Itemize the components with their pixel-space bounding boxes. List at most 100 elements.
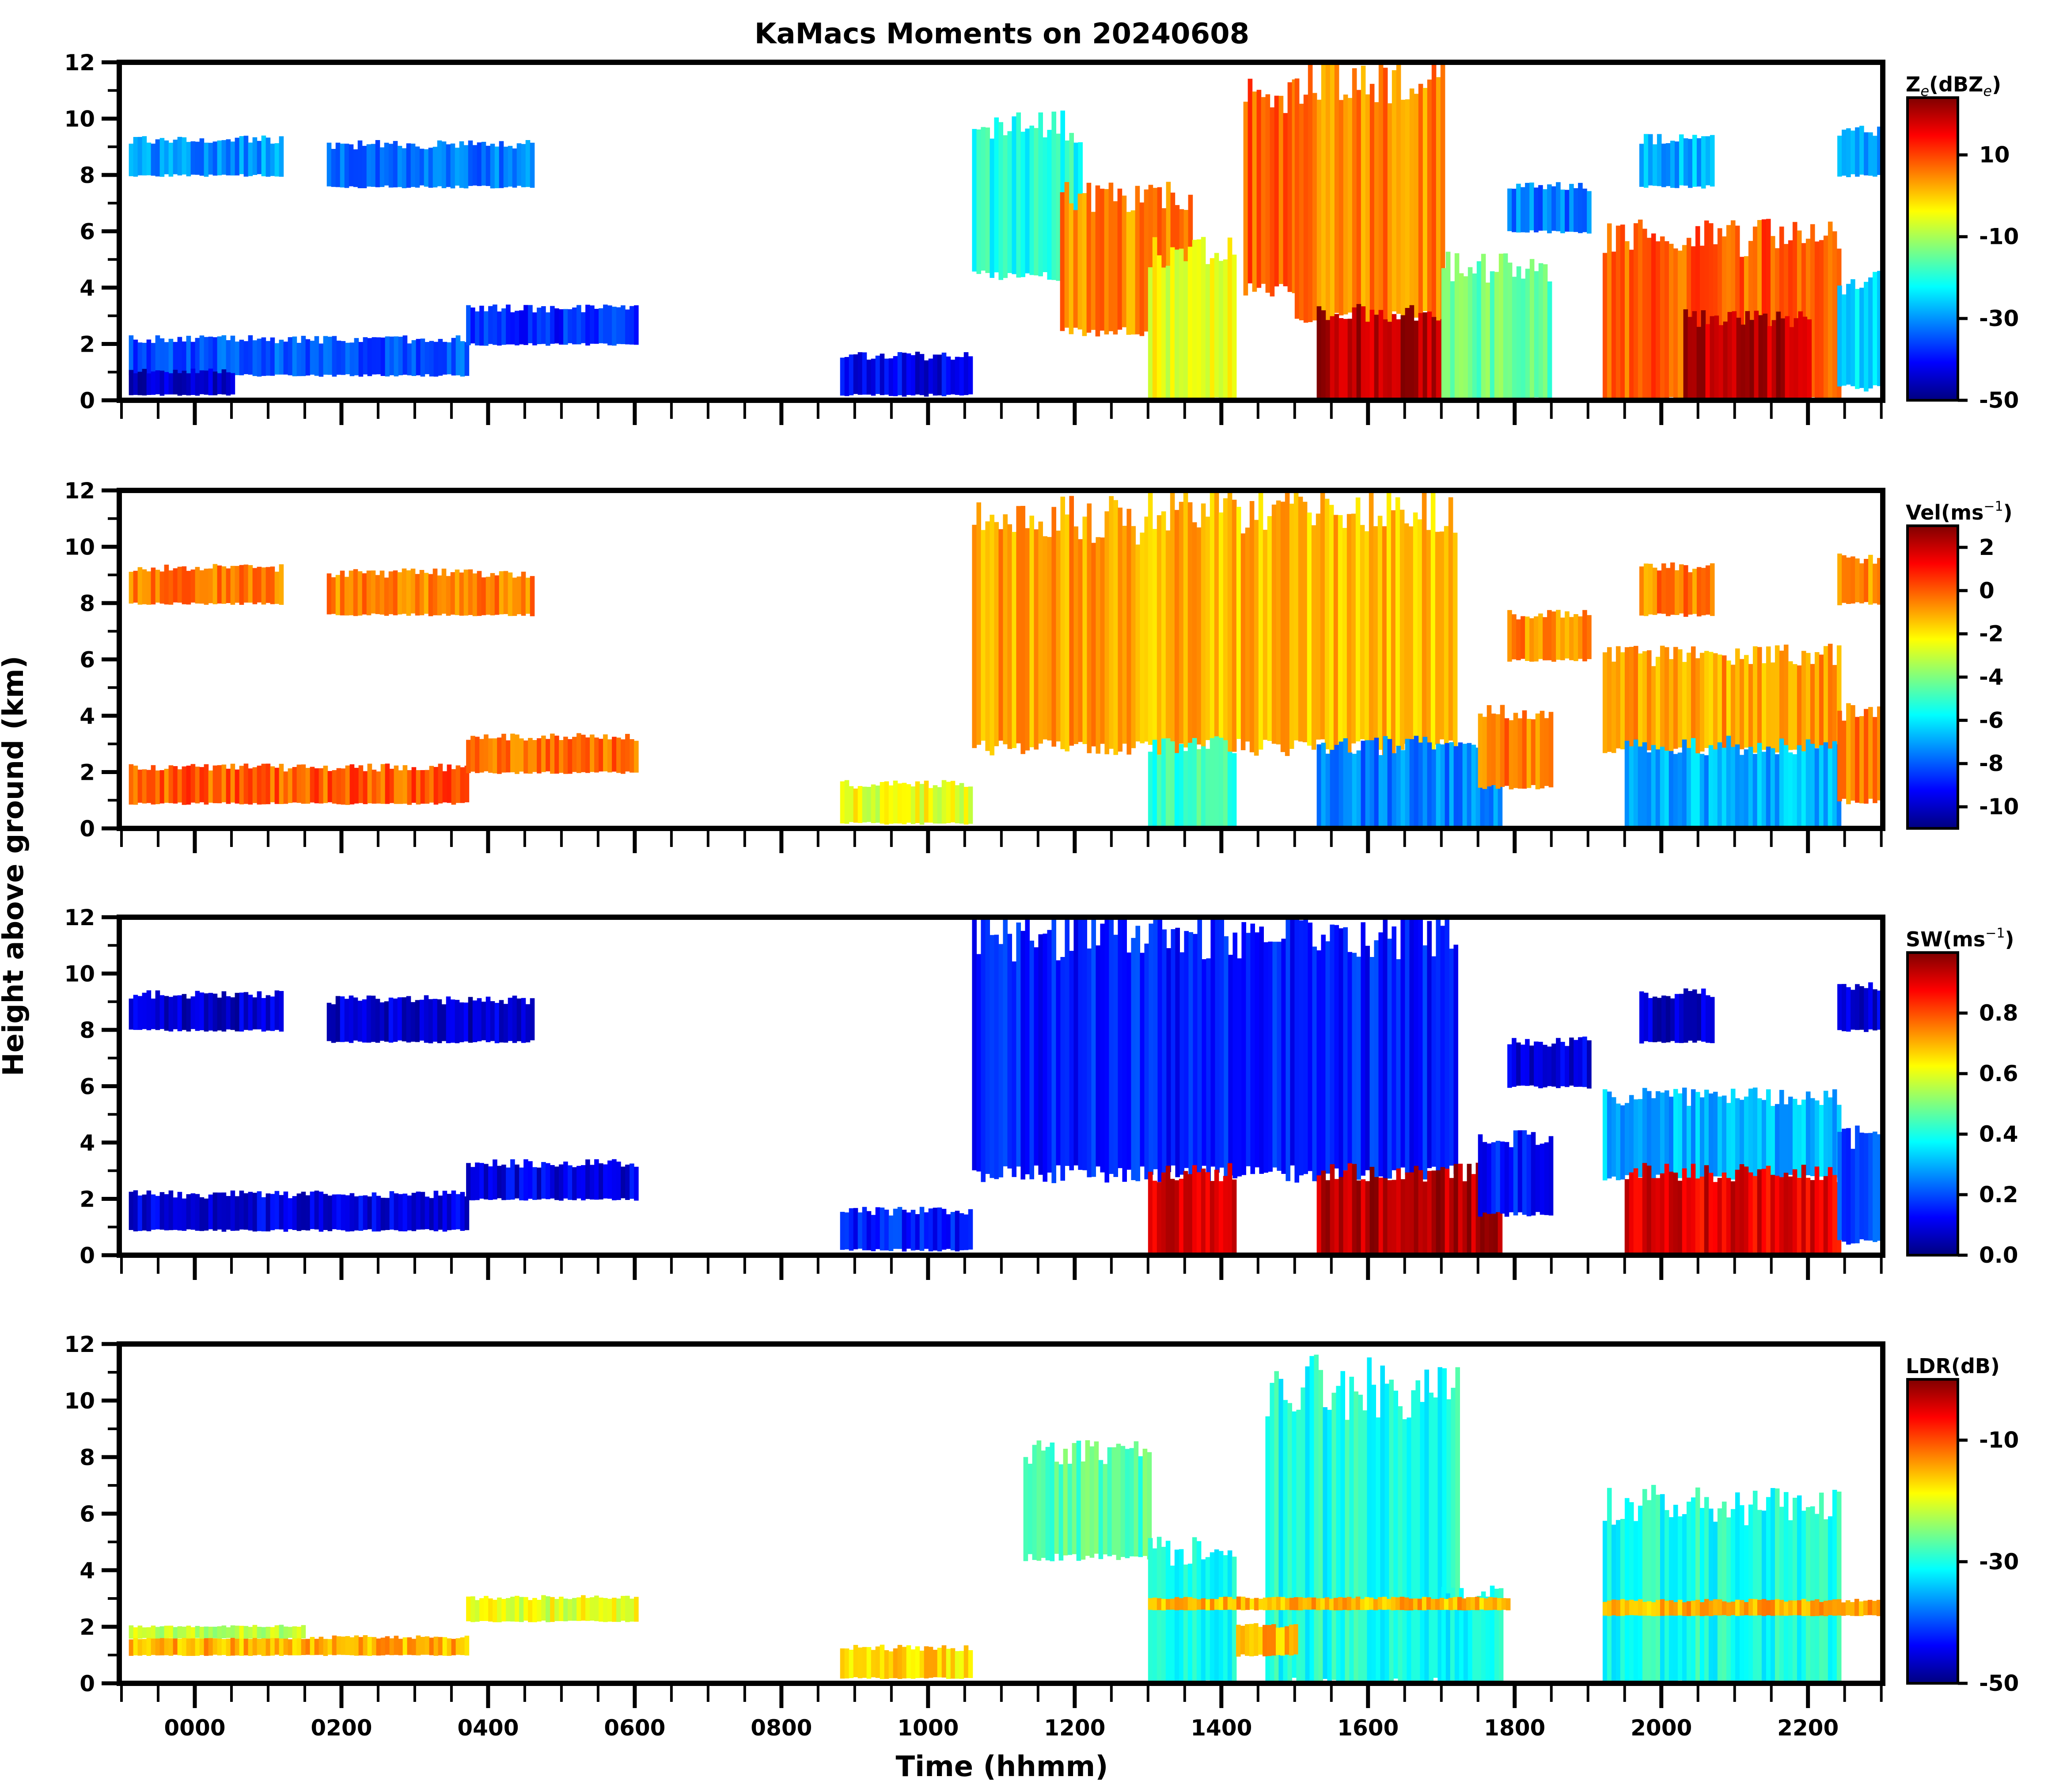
echo-column [1501,1598,1506,1610]
echo-column [621,739,626,774]
echo-column [177,769,182,803]
echo-column [335,996,341,1042]
echo-column [1249,1598,1255,1610]
echo-column [1152,529,1157,748]
echo-column [503,571,508,614]
echo-column [239,1636,244,1656]
echo-column [572,1167,577,1200]
echo-column [1103,1464,1108,1555]
echo-column [563,1598,568,1621]
echo-column [1851,1149,1855,1244]
echo-column [1788,240,1793,400]
echo-column [1192,239,1197,400]
echo-column [1365,1181,1370,1255]
echo-column [1657,998,1662,1042]
echo-column [933,1207,938,1251]
echo-column [1383,736,1388,828]
echo-column [1431,1170,1437,1254]
echo-field [129,1355,1883,1683]
echo-column [305,768,311,804]
echo-column [840,1211,845,1250]
echo-column [1655,657,1661,752]
echo-column [1232,1557,1237,1683]
echo-column [1187,247,1193,400]
echo-column [310,341,315,375]
echo-column [1399,1597,1405,1610]
echo-column [1846,987,1851,1032]
echo-column [1454,253,1460,400]
echo-column [1043,934,1047,1182]
echo-column [902,353,907,397]
echo-column [442,1637,447,1656]
echo-column [1338,515,1343,746]
echo-column [441,1004,447,1041]
echo-column [857,786,863,823]
echo-column [1281,938,1286,1174]
echo-column [1418,84,1423,317]
echo-column [1157,1182,1162,1255]
echo-column [888,1215,894,1251]
echo-column [1179,248,1184,400]
echo-column [634,1166,639,1201]
echo-column [1679,564,1684,614]
echo-column [332,770,337,804]
echo-column [460,1192,465,1231]
echo-column [1801,651,1806,754]
echo-column [1544,718,1549,786]
echo-column [1669,1600,1674,1616]
echo-column [332,1194,337,1230]
echo-column [274,1625,280,1639]
echo-column [1507,262,1513,400]
echo-column [1739,1164,1744,1255]
echo-column [563,737,568,774]
echo-column [450,143,455,189]
echo-column [585,304,590,346]
echo-column [1805,653,1811,753]
echo-column [1788,1097,1793,1175]
echo-column [871,1215,876,1251]
echo-column [1735,1098,1740,1180]
echo-column [230,335,235,376]
echo-column [204,764,209,805]
echo-region [129,763,470,805]
echo-column [1674,994,1680,1043]
echo-column [1543,1044,1547,1088]
echo-column [1444,1599,1449,1610]
echo-column [1529,1045,1534,1086]
echo-column [525,577,531,614]
echo-column [1526,1135,1532,1216]
figure-title: KaMacs Moments on 20240608 [755,18,1249,50]
echo-column [1677,752,1683,828]
echo-column [1713,1092,1718,1177]
echo-column [1551,611,1556,662]
echo-column [1695,1487,1700,1681]
echo-column [1369,957,1374,1173]
echo-column [1276,1628,1281,1655]
echo-column [1761,752,1767,828]
echo-column [155,1196,160,1230]
echo-field [129,62,1882,400]
echo-column [212,765,218,803]
colorbar-tick-label: -8 [1979,751,2004,776]
echo-column [1364,531,1369,749]
echo-column [963,787,969,825]
echo-column [1232,500,1237,752]
echo-column [546,312,550,346]
echo-column [994,934,999,1179]
echo-column [1775,1104,1780,1177]
echo-column [1041,1450,1046,1558]
echo-column [968,786,973,824]
echo-column [590,1597,595,1621]
echo-region [326,140,535,189]
echo-column [326,142,332,186]
echo-column [485,577,491,615]
echo-column [394,336,399,376]
echo-column [475,1600,480,1622]
echo-column [226,568,231,603]
echo-column [331,1004,336,1043]
echo-column [397,146,402,187]
echo-column [955,1651,960,1679]
echo-column [1717,1599,1722,1616]
echo-column [190,1627,196,1639]
echo-column [871,1650,876,1678]
